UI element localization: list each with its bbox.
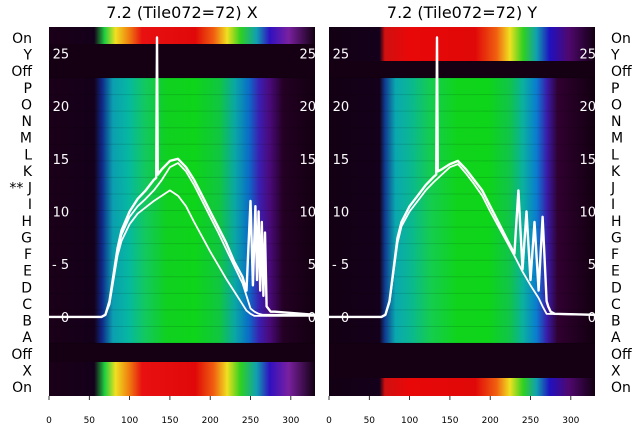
panel-title: 7.2 (Tile072=72) X xyxy=(106,3,257,22)
y-tick-label: 0 xyxy=(61,311,69,326)
y-tick-label-right: 15 xyxy=(579,153,596,168)
x-tick-label: 250 xyxy=(242,416,259,426)
spectral-band xyxy=(329,78,595,343)
bottom-on-band xyxy=(49,362,315,396)
row-label-right: D xyxy=(611,280,622,296)
x-tick-label: 0 xyxy=(46,416,52,426)
x-tick-label: 50 xyxy=(84,416,96,426)
x-tick-label: 100 xyxy=(401,416,418,426)
bottom-on-band xyxy=(329,378,595,396)
y-tick-label-right: 20 xyxy=(299,100,316,115)
row-label-right: C xyxy=(611,297,621,313)
y-tick-label-right: 10 xyxy=(579,206,596,221)
row-label-right: E xyxy=(611,264,620,280)
row-label-right: Off xyxy=(611,347,632,363)
row-label-right: On xyxy=(611,31,631,47)
y-tick-label-right: 0 xyxy=(588,311,596,326)
row-label-left: G xyxy=(21,230,32,246)
row-label-left: A xyxy=(22,330,32,346)
y-tick-label-right: 5 xyxy=(588,258,596,273)
y-tick-label-right: 5 xyxy=(308,258,316,273)
row-label-left: Off xyxy=(11,347,32,363)
y-tick-label-right: 25 xyxy=(579,47,596,62)
row-label-left: N xyxy=(22,114,32,130)
panel-left: 0 50 100 150 200 250 300 0 0 - 5 5 - 10 10 - 15 15 - 20… xyxy=(44,3,316,426)
row-label-left: L xyxy=(24,147,32,163)
x-tick-label: 300 xyxy=(282,416,299,426)
row-label-right: G xyxy=(611,230,622,246)
x-tick-label: 300 xyxy=(562,416,579,426)
panel-title: 7.2 (Tile072=72) Y xyxy=(387,3,537,22)
y-tick-label: - 5 xyxy=(52,258,69,273)
row-label-right: H xyxy=(611,214,622,230)
row-label-right: X xyxy=(611,363,621,379)
series-line xyxy=(49,36,316,319)
y-tick-label: - 20 xyxy=(324,100,349,115)
x-tick-label: 150 xyxy=(441,416,458,426)
x-tick-label: 250 xyxy=(522,416,539,426)
y-tick-label: - 10 xyxy=(324,206,349,221)
row-label-right: J xyxy=(610,181,615,197)
row-label-left: H xyxy=(21,214,32,230)
x-tick-label: 150 xyxy=(161,416,178,426)
x-tick-label: 100 xyxy=(121,416,138,426)
y-tick-label-right: 25 xyxy=(299,47,316,62)
row-label-left: On xyxy=(12,380,32,396)
row-label-left: K xyxy=(23,164,33,180)
row-label-left: E xyxy=(23,264,32,280)
y-tick-label: - 15 xyxy=(324,153,349,168)
row-label-left: On xyxy=(12,31,32,47)
row-label-right: Off xyxy=(611,64,632,80)
row-label-right: B xyxy=(611,314,621,330)
row-label-right: L xyxy=(611,147,619,163)
x-tick-label: 0 xyxy=(326,416,332,426)
row-label-right: O xyxy=(611,97,622,113)
row-label-left: ** J xyxy=(9,181,32,197)
y-tick-label: - 25 xyxy=(324,47,349,62)
y-tick-label: - 10 xyxy=(44,206,69,221)
row-label-left: Y xyxy=(22,48,32,64)
row-label-right: N xyxy=(611,114,621,130)
row-label-left: P xyxy=(24,81,32,97)
row-label-right: I xyxy=(611,197,615,213)
y-tick-label-right: 0 xyxy=(308,311,316,326)
y-tick-label: - 20 xyxy=(44,100,69,115)
row-label-left: B xyxy=(22,314,32,330)
y-tick-label: 0 xyxy=(341,311,349,326)
series-line xyxy=(49,189,315,318)
row-label-right: On xyxy=(611,380,631,396)
row-label-left: Off xyxy=(11,64,32,80)
x-tick-label: 50 xyxy=(364,416,376,426)
y-tick-label: - 5 xyxy=(332,258,349,273)
row-label-left: I xyxy=(28,197,32,213)
row-label-left: X xyxy=(22,363,32,379)
x-tick-label: 200 xyxy=(482,416,499,426)
row-label-left: F xyxy=(24,247,32,263)
y-tick-label-right: 10 xyxy=(299,206,316,221)
row-label-right: M xyxy=(611,131,623,147)
row-label-left: M xyxy=(20,131,32,147)
row-label-right: K xyxy=(611,164,621,180)
row-label-right: P xyxy=(611,81,619,97)
row-label-left: C xyxy=(22,297,32,313)
row-label-right: F xyxy=(611,247,619,263)
y-tick-label-right: 15 xyxy=(299,153,316,168)
row-label-left: D xyxy=(21,280,32,296)
y-tick-label: - 15 xyxy=(44,153,69,168)
row-label-right: Y xyxy=(610,48,620,64)
series-line xyxy=(329,36,596,319)
top-on-band xyxy=(49,27,315,44)
series-line xyxy=(329,163,596,318)
y-tick-label-right: 20 xyxy=(579,100,596,115)
row-label-left: O xyxy=(21,97,32,113)
row-label-right: A xyxy=(611,330,621,346)
spectral-band xyxy=(49,78,315,343)
panel-right: 0 50 100 150 200 250 300 0 0 - 5 5 - 10 10 - 15 15 - 20… xyxy=(324,3,596,426)
y-tick-label: - 25 xyxy=(44,47,69,62)
top-on-band xyxy=(329,27,595,61)
x-tick-label: 200 xyxy=(202,416,219,426)
